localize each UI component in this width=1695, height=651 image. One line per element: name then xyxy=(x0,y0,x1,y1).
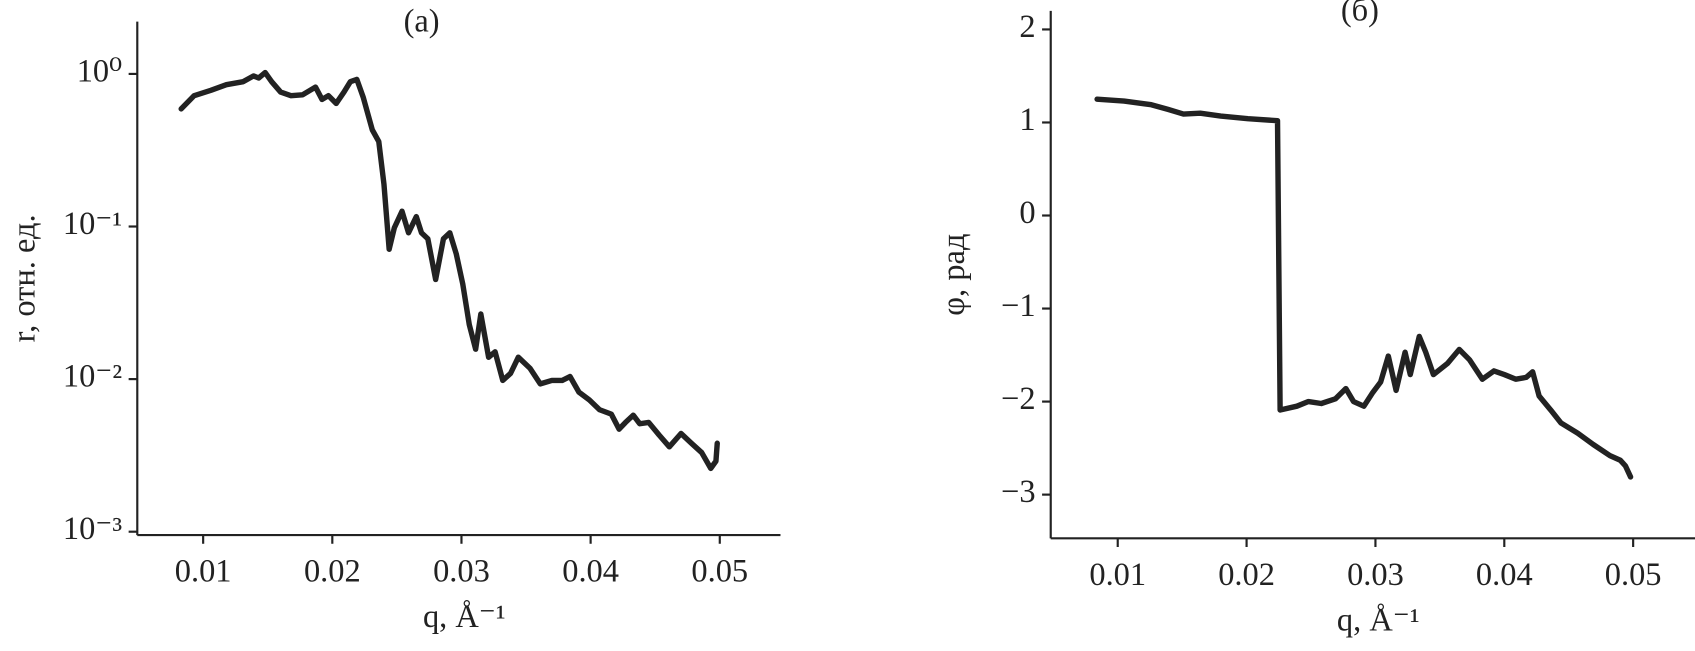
y-tick-label: −3 xyxy=(1001,474,1035,510)
y-tick-label: 10⁻¹ xyxy=(63,206,122,242)
y-axis-label: φ, рад xyxy=(936,233,972,315)
y-tick-label: 0 xyxy=(1019,195,1035,231)
x-tick-label: 0.01 xyxy=(175,554,232,590)
y-tick-label: −2 xyxy=(1001,381,1035,417)
y-axis-label: r, отн. ед. xyxy=(6,214,42,342)
chart-title: (б) xyxy=(1341,0,1379,28)
y-tick-label: −1 xyxy=(1001,288,1035,324)
x-tick-label: 0.05 xyxy=(1605,557,1662,593)
x-tick-label: 0.03 xyxy=(433,554,490,590)
x-tick-label: 0.02 xyxy=(304,554,361,590)
y-tick-label: 10⁻³ xyxy=(63,511,123,547)
x-tick-label: 0.04 xyxy=(562,554,619,590)
x-axis-label: q, Å⁻¹ xyxy=(1337,602,1420,638)
data-line xyxy=(178,69,720,472)
y-tick-label: 2 xyxy=(1019,9,1035,45)
x-tick-label: 0.01 xyxy=(1089,557,1146,593)
x-axis-label: q, Å⁻¹ xyxy=(423,599,506,635)
x-tick-label: 0.04 xyxy=(1476,557,1533,593)
y-tick-label: 10⁰ xyxy=(77,53,122,89)
x-tick-label: 0.03 xyxy=(1347,557,1404,593)
y-tick-label: 10⁻² xyxy=(63,359,122,395)
chart-title: (а) xyxy=(404,3,440,39)
y-tick-label: 1 xyxy=(1019,102,1035,138)
x-tick-label: 0.05 xyxy=(691,554,748,590)
x-tick-label: 0.02 xyxy=(1218,557,1275,593)
data-line xyxy=(1094,96,1634,480)
